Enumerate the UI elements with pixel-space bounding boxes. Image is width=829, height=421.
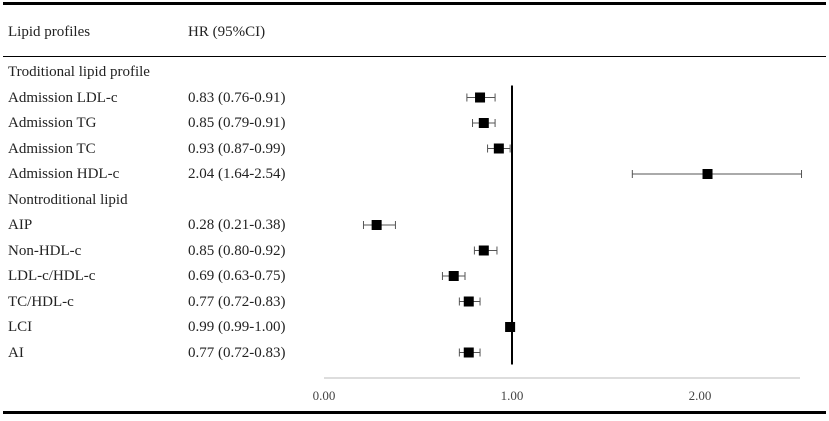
row-hr-ci: 0.28 (0.21-0.38) (188, 217, 286, 233)
header-rule (3, 56, 826, 57)
row-hr-ci: 0.99 (0.99-1.00) (188, 319, 286, 335)
row-label: TC/HDL-c (8, 293, 74, 310)
row-label: AIP (8, 217, 33, 233)
bottom-rule (3, 411, 826, 414)
hr-marker (505, 322, 516, 332)
group-label: Troditional lipid profile (8, 64, 150, 80)
row-hr-ci: 0.93 (0.87-0.99) (188, 140, 286, 157)
row-label: Admission TC (8, 140, 96, 157)
row-label: Admission LDL-c (8, 89, 118, 106)
header-lipid-profiles: Lipid profiles (8, 24, 91, 40)
x-tick-label: 0.00 (313, 388, 336, 403)
row-label: LCI (8, 319, 33, 335)
header-hr-ci: HR (95%CI) (188, 24, 266, 40)
hr-marker (448, 271, 459, 281)
row-label: LDL-c/HDL-c (8, 268, 96, 284)
hr-marker (463, 296, 474, 307)
hr-marker (478, 118, 489, 128)
hr-marker (702, 169, 713, 179)
hr-marker (478, 245, 489, 256)
row-hr-ci: 0.85 (0.80-0.92) (188, 242, 286, 259)
row-hr-ci: 0.85 (0.79-0.91) (188, 115, 286, 131)
row-hr-ci: 0.83 (0.76-0.91) (188, 89, 286, 106)
row-label: Non-HDL-c (8, 242, 82, 259)
row-hr-ci: 0.77 (0.72-0.83) (188, 344, 286, 361)
x-tick-label: 2.00 (689, 388, 712, 403)
row-label: Admission TG (8, 115, 97, 131)
hr-marker (463, 347, 474, 358)
group-label: Nontroditional lipid (8, 191, 128, 208)
row-hr-ci: 0.69 (0.63-0.75) (188, 268, 286, 284)
hr-marker (371, 220, 382, 230)
hr-marker (475, 92, 486, 103)
row-hr-ci: 0.77 (0.72-0.83) (188, 293, 286, 310)
hr-marker (493, 143, 504, 154)
row-label: AI (8, 344, 24, 361)
row-label: Admission HDL-c (8, 166, 120, 182)
top-rule (3, 2, 826, 5)
row-hr-ci: 2.04 (1.64-2.54) (188, 166, 286, 182)
x-tick-label: 1.00 (501, 388, 524, 403)
